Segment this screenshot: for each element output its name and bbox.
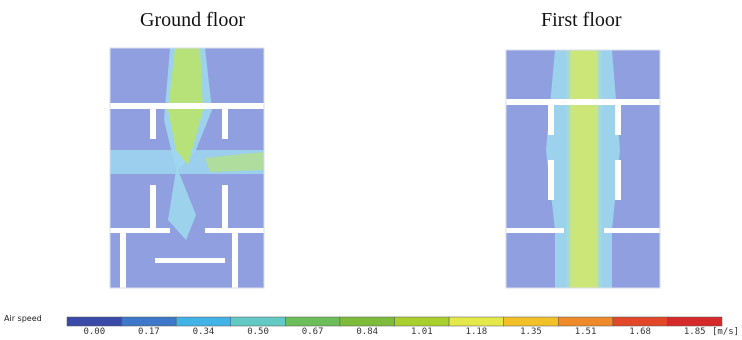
colorbar-segment <box>448 316 504 327</box>
ground-floor-title: Ground floor <box>140 9 245 31</box>
legend-unit: [m/s] <box>712 327 739 337</box>
legend-label: Air speed <box>4 314 42 323</box>
colorbar-segment <box>66 316 122 327</box>
ground-floor-plan <box>109 47 661 289</box>
ground-floor-airflow <box>109 47 265 289</box>
colorbar-tick-label: 1.18 <box>466 327 488 337</box>
colorbar-segment <box>558 316 614 327</box>
colorbar-tick-label: 0.67 <box>302 327 324 337</box>
colorbar-segment <box>285 316 341 327</box>
colorbar-tick-label: 0.84 <box>356 327 378 337</box>
colorbar-tick-label: 1.68 <box>629 327 651 337</box>
colorbar-tick-label: 1.85 <box>684 327 706 337</box>
colorbar-segment <box>230 316 286 327</box>
colorbar-tick-label: 0.34 <box>193 327 215 337</box>
first-floor-airflow <box>505 49 661 289</box>
colorbar-tick-label: 0.50 <box>247 327 269 337</box>
colorbar-segment <box>612 316 668 327</box>
colorbar-tick-label: 1.01 <box>411 327 433 337</box>
colorbar-segment <box>339 316 395 327</box>
first-floor-title: First floor <box>541 9 622 31</box>
colorbar-segment <box>394 316 450 327</box>
colorbar-tick-label: 1.35 <box>520 327 542 337</box>
colorbar-segment <box>667 316 723 327</box>
colorbar-tick-label: 0.00 <box>83 327 105 337</box>
colorbar-tick-label: 1.51 <box>575 327 597 337</box>
air-speed-colorbar: 0.00 0.17 0.34 0.50 0.67 0.84 1.01 1.18 1.35 1.51… <box>66 316 739 337</box>
colorbar-segment <box>503 316 559 327</box>
colorbar-segment <box>121 316 177 327</box>
colorbar-tick-label: 0.17 <box>138 327 160 337</box>
colorbar-segment <box>175 316 232 327</box>
